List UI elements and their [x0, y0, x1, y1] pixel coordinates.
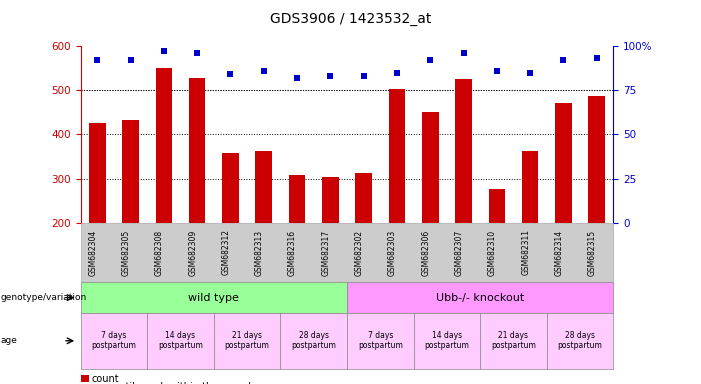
Bar: [255, 151, 272, 223]
Bar: [122, 120, 139, 223]
Point: [158, 48, 170, 55]
Text: 28 days
postpartum: 28 days postpartum: [291, 331, 336, 351]
Point: [524, 70, 536, 76]
Point: [292, 75, 303, 81]
Bar: [156, 68, 172, 223]
Bar: [588, 96, 605, 223]
Point: [591, 55, 602, 61]
Point: [391, 70, 402, 76]
Text: wild type: wild type: [189, 293, 239, 303]
Text: 7 days
postpartum: 7 days postpartum: [358, 331, 403, 351]
Text: 14 days
postpartum: 14 days postpartum: [424, 331, 470, 351]
Bar: [522, 151, 538, 223]
Bar: [455, 79, 472, 223]
Text: genotype/variation: genotype/variation: [1, 293, 87, 302]
Bar: [422, 112, 439, 223]
Point: [125, 57, 136, 63]
Text: GSM682313: GSM682313: [254, 229, 264, 276]
Bar: [189, 78, 205, 223]
Bar: [489, 189, 505, 223]
Text: GSM682312: GSM682312: [222, 230, 231, 275]
Text: 7 days
postpartum: 7 days postpartum: [91, 331, 137, 351]
Bar: [555, 104, 572, 223]
Text: 28 days
postpartum: 28 days postpartum: [557, 331, 603, 351]
Text: GSM682307: GSM682307: [454, 229, 463, 276]
Point: [258, 68, 269, 74]
Text: GSM682314: GSM682314: [554, 229, 564, 276]
Text: GSM682310: GSM682310: [488, 229, 497, 276]
Point: [425, 57, 436, 63]
Bar: [89, 123, 106, 223]
Bar: [222, 153, 239, 223]
Text: 21 days
postpartum: 21 days postpartum: [491, 331, 536, 351]
Text: percentile rank within the sample: percentile rank within the sample: [92, 382, 257, 384]
Text: GSM682305: GSM682305: [121, 229, 130, 276]
Text: GSM682309: GSM682309: [188, 229, 197, 276]
Point: [191, 50, 203, 56]
Bar: [289, 175, 306, 223]
Point: [558, 57, 569, 63]
Bar: [388, 89, 405, 223]
Text: GSM682302: GSM682302: [355, 229, 364, 276]
Bar: [355, 173, 372, 223]
Text: GSM682306: GSM682306: [421, 229, 430, 276]
Text: GSM682315: GSM682315: [587, 229, 597, 276]
Point: [325, 73, 336, 79]
Text: GSM682304: GSM682304: [88, 229, 97, 276]
Text: 21 days
postpartum: 21 days postpartum: [224, 331, 270, 351]
Text: GSM682308: GSM682308: [155, 229, 164, 276]
Bar: [322, 177, 339, 223]
Point: [491, 68, 503, 74]
Text: GSM682303: GSM682303: [388, 229, 397, 276]
Text: age: age: [1, 336, 18, 345]
Text: GSM682316: GSM682316: [288, 229, 297, 276]
Text: count: count: [92, 374, 119, 384]
Text: 14 days
postpartum: 14 days postpartum: [158, 331, 203, 351]
Point: [458, 50, 469, 56]
Text: GSM682311: GSM682311: [521, 230, 530, 275]
Text: GDS3906 / 1423532_at: GDS3906 / 1423532_at: [270, 12, 431, 25]
Point: [358, 73, 369, 79]
Point: [225, 71, 236, 78]
Text: GSM682317: GSM682317: [321, 229, 330, 276]
Point: [92, 57, 103, 63]
Text: Ubb-/- knockout: Ubb-/- knockout: [436, 293, 524, 303]
